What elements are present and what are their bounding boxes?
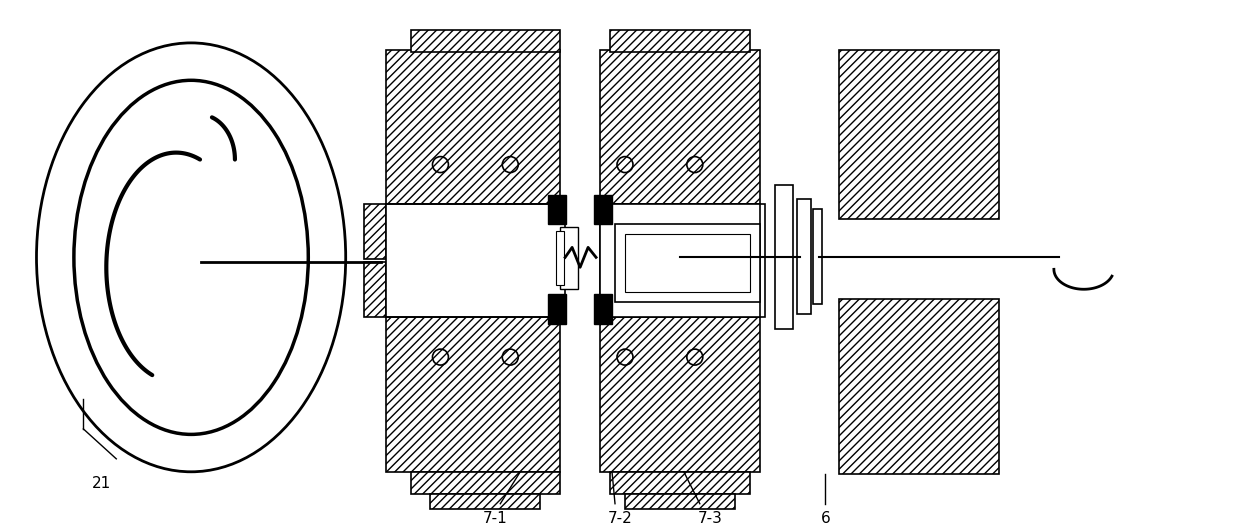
Bar	[600, 204, 765, 317]
Ellipse shape	[36, 43, 346, 472]
Bar	[600, 317, 760, 472]
Bar	[594, 194, 613, 224]
Bar	[775, 184, 792, 329]
Bar	[625, 234, 750, 293]
Text: 7-1: 7-1	[482, 511, 507, 526]
Bar	[594, 294, 613, 324]
Text: 7-3: 7-3	[697, 511, 722, 526]
Text: 6: 6	[821, 511, 831, 526]
Bar	[386, 317, 560, 472]
Text: 7-2: 7-2	[608, 511, 632, 526]
Bar	[796, 200, 811, 314]
Bar	[386, 204, 565, 317]
Bar	[839, 50, 999, 220]
Bar	[600, 204, 760, 317]
Bar	[548, 294, 567, 324]
Bar	[600, 50, 760, 204]
Text: 21: 21	[92, 476, 110, 491]
Bar	[839, 299, 999, 474]
Bar	[615, 224, 760, 302]
Bar	[560, 228, 578, 289]
Bar	[610, 472, 750, 494]
Bar	[410, 30, 560, 52]
Bar	[557, 231, 564, 285]
Bar	[430, 494, 541, 508]
Bar	[386, 50, 560, 204]
Bar	[410, 472, 560, 494]
Bar	[363, 262, 386, 317]
Bar	[363, 204, 386, 259]
Bar	[625, 494, 735, 508]
Bar	[812, 210, 822, 304]
Bar	[610, 30, 750, 52]
Bar	[548, 194, 567, 224]
